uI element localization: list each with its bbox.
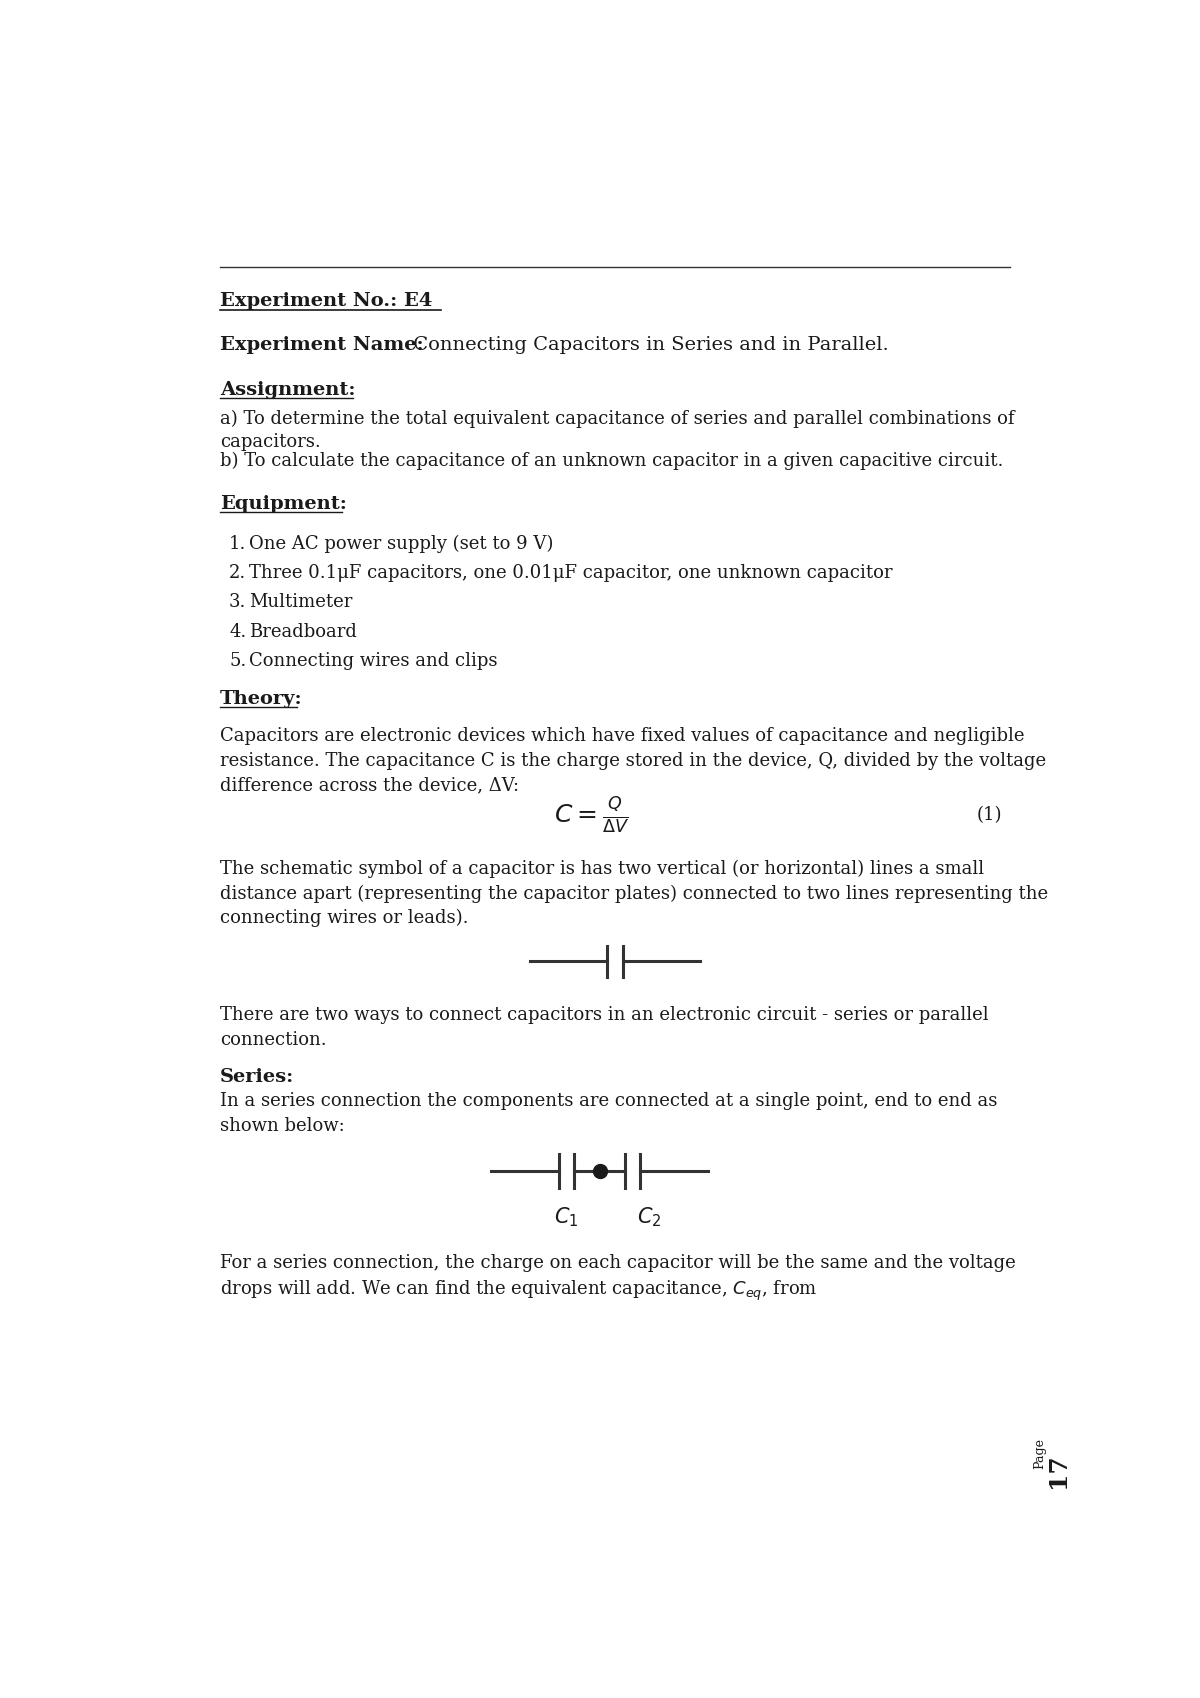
Text: 17: 17: [1046, 1453, 1070, 1487]
Text: distance apart (representing the capacitor plates) connected to two lines repres: distance apart (representing the capacit…: [220, 885, 1048, 903]
Text: a) To determine the total equivalent capacitance of series and parallel combinat: a) To determine the total equivalent cap…: [220, 411, 1014, 428]
Text: resistance. The capacitance C is the charge stored in the device, Q, divided by : resistance. The capacitance C is the cha…: [220, 752, 1046, 769]
Text: Three 0.1μF capacitors, one 0.01μF capacitor, one unknown capacitor: Three 0.1μF capacitors, one 0.01μF capac…: [250, 564, 893, 582]
Text: drops will add. We can find the equivalent capacitance, $C_{eq}$, from: drops will add. We can find the equivale…: [220, 1279, 817, 1302]
Text: b) To calculate the capacitance of an unknown capacitor in a given capacitive ci: b) To calculate the capacitance of an un…: [220, 452, 1003, 470]
Text: $C_2$: $C_2$: [637, 1206, 661, 1229]
Text: 1.: 1.: [229, 535, 246, 554]
Text: difference across the device, ΔV:: difference across the device, ΔV:: [220, 776, 518, 795]
Text: Theory:: Theory:: [220, 691, 302, 708]
Text: Assignment:: Assignment:: [220, 380, 355, 399]
Text: Multimeter: Multimeter: [250, 593, 353, 611]
Text: Connecting wires and clips: Connecting wires and clips: [250, 652, 498, 671]
Text: Experiment No.: E4: Experiment No.: E4: [220, 292, 432, 311]
Text: (1): (1): [977, 807, 1002, 824]
Text: shown below:: shown below:: [220, 1117, 344, 1134]
Text: Experiment Name:: Experiment Name:: [220, 336, 424, 355]
Text: capacitors.: capacitors.: [220, 433, 320, 452]
Text: $C_1$: $C_1$: [554, 1206, 578, 1229]
Text: Series:: Series:: [220, 1068, 294, 1085]
Text: Breadboard: Breadboard: [250, 623, 358, 640]
Text: In a series connection the components are connected at a single point, end to en: In a series connection the components ar…: [220, 1092, 997, 1110]
Text: For a series connection, the charge on each capacitor will be the same and the v: For a series connection, the charge on e…: [220, 1255, 1015, 1272]
Text: connecting wires or leads).: connecting wires or leads).: [220, 908, 468, 927]
Text: Connecting Capacitors in Series and in Parallel.: Connecting Capacitors in Series and in P…: [407, 336, 889, 355]
Text: There are two ways to connect capacitors in an electronic circuit - series or pa: There are two ways to connect capacitors…: [220, 1007, 989, 1024]
Text: Capacitors are electronic devices which have fixed values of capacitance and neg: Capacitors are electronic devices which …: [220, 727, 1025, 745]
Text: 2.: 2.: [229, 564, 246, 582]
Text: connection.: connection.: [220, 1031, 326, 1049]
Text: 5.: 5.: [229, 652, 246, 671]
Text: Page: Page: [1033, 1438, 1046, 1469]
Text: 4.: 4.: [229, 623, 246, 640]
Text: $C = \frac{Q}{\Delta V}$: $C = \frac{Q}{\Delta V}$: [554, 795, 629, 835]
Text: 3.: 3.: [229, 593, 246, 611]
Text: One AC power supply (set to 9 V): One AC power supply (set to 9 V): [250, 535, 553, 554]
Text: The schematic symbol of a capacitor is has two vertical (or horizontal) lines a : The schematic symbol of a capacitor is h…: [220, 859, 984, 878]
Text: Equipment:: Equipment:: [220, 494, 347, 513]
